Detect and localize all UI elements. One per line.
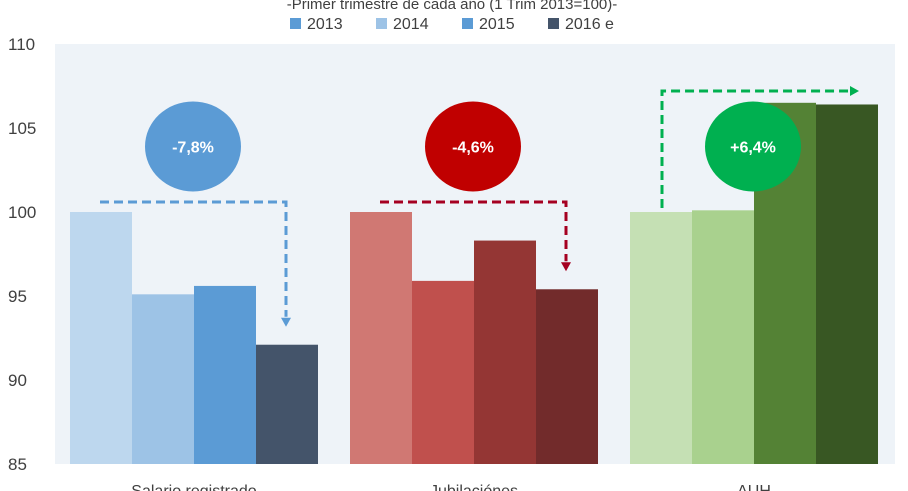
y-tick-label: 100 — [8, 203, 36, 222]
change-bubble — [705, 101, 801, 192]
bar — [412, 280, 474, 464]
bar — [816, 104, 878, 464]
y-tick-label: 110 — [8, 35, 35, 54]
x-axis: Salario registrado Jubilaciónes AUH — [131, 483, 771, 491]
y-tick-label: 105 — [8, 119, 36, 138]
legend-swatch — [548, 18, 559, 29]
bar — [474, 240, 536, 464]
bar — [132, 294, 194, 464]
change-arrow — [100, 200, 288, 317]
change-label: +6,4% — [730, 139, 776, 156]
bar — [256, 344, 318, 464]
legend: 2013 2014 2015 2016 e — [290, 16, 614, 33]
legend-label: 2014 — [393, 16, 429, 33]
legend-swatch — [462, 18, 473, 29]
change-label: -4,6% — [452, 139, 494, 156]
bar — [536, 289, 598, 464]
annotations: -7,8% -4,6% +6,4% — [100, 86, 859, 327]
legend-label: 2015 — [479, 16, 515, 33]
legend-label: 2016 e — [565, 16, 614, 33]
change-arrow — [660, 89, 851, 208]
y-tick-label: 85 — [8, 455, 27, 474]
bar — [194, 285, 256, 464]
change-bubble — [425, 101, 521, 192]
bar — [630, 212, 692, 464]
category-label: Jubilaciónes — [430, 483, 518, 491]
arrow-head — [850, 86, 859, 97]
category-label: Salario registrado — [131, 483, 257, 491]
change-label: -7,8% — [172, 139, 214, 156]
arrow-head — [561, 262, 571, 272]
category-label: AUH — [737, 483, 771, 491]
legend-label: 2013 — [307, 16, 343, 33]
y-tick-label: 90 — [8, 371, 27, 390]
change-arrow — [380, 200, 568, 262]
bar — [70, 212, 132, 464]
legend-swatch — [376, 18, 387, 29]
bars — [70, 102, 878, 465]
bar — [692, 210, 754, 464]
arrow-head — [281, 317, 291, 327]
legend-swatch — [290, 18, 301, 29]
change-bubble — [145, 101, 241, 192]
y-axis: 85 90 95 100 105 110 — [8, 35, 36, 474]
bar — [350, 212, 412, 464]
y-tick-label: 95 — [8, 287, 27, 306]
chart-subtitle: -Primer trimestre de cada año (1 Trim 20… — [287, 0, 618, 13]
